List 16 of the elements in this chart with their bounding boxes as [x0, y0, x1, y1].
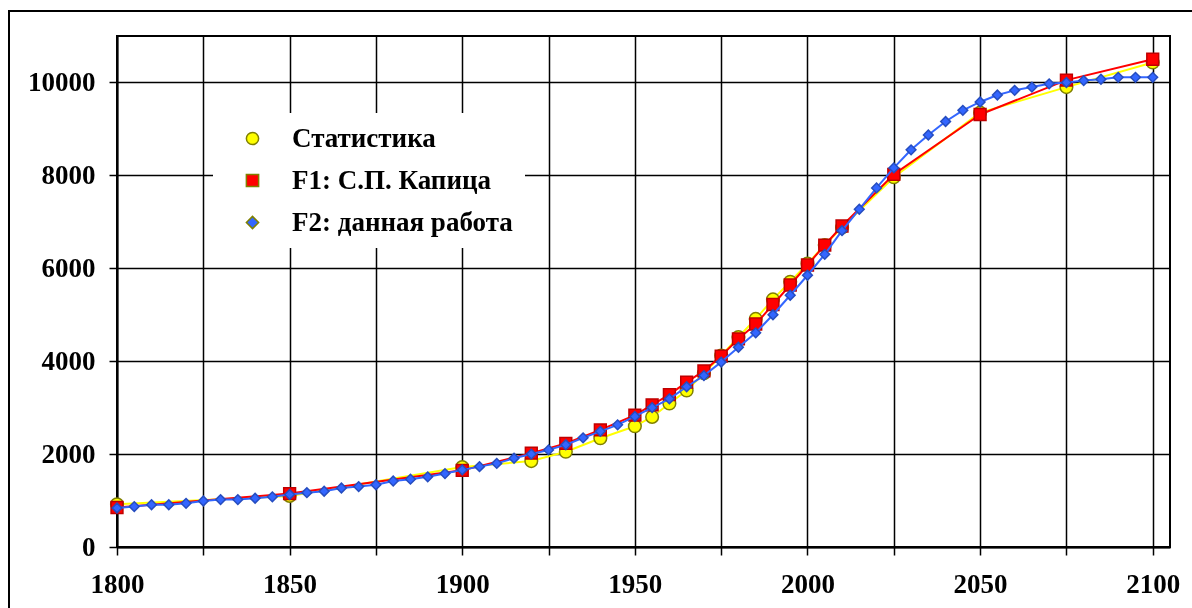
legend-label: F1: С.П. Капица — [292, 164, 492, 195]
x-tick-label: 1800 — [90, 568, 145, 599]
y-tick-label: 10000 — [28, 66, 96, 97]
x-tick-label: 1950 — [608, 568, 663, 599]
x-tick-label: 1900 — [435, 568, 490, 599]
legend-label: Статистика — [292, 122, 437, 153]
y-tick-label: 6000 — [41, 252, 96, 283]
x-tick-label: 2000 — [780, 568, 835, 599]
x-tick-label: 1850 — [263, 568, 318, 599]
y-tick-label: 8000 — [41, 159, 96, 190]
x-tick-label: 2100 — [1126, 568, 1181, 599]
y-tick-label: 0 — [82, 531, 96, 562]
x-tick-label: 2050 — [953, 568, 1008, 599]
y-tick-label: 4000 — [41, 345, 96, 376]
legend-label: F2: данная работа — [292, 206, 514, 237]
y-tick-label: 2000 — [41, 438, 96, 469]
